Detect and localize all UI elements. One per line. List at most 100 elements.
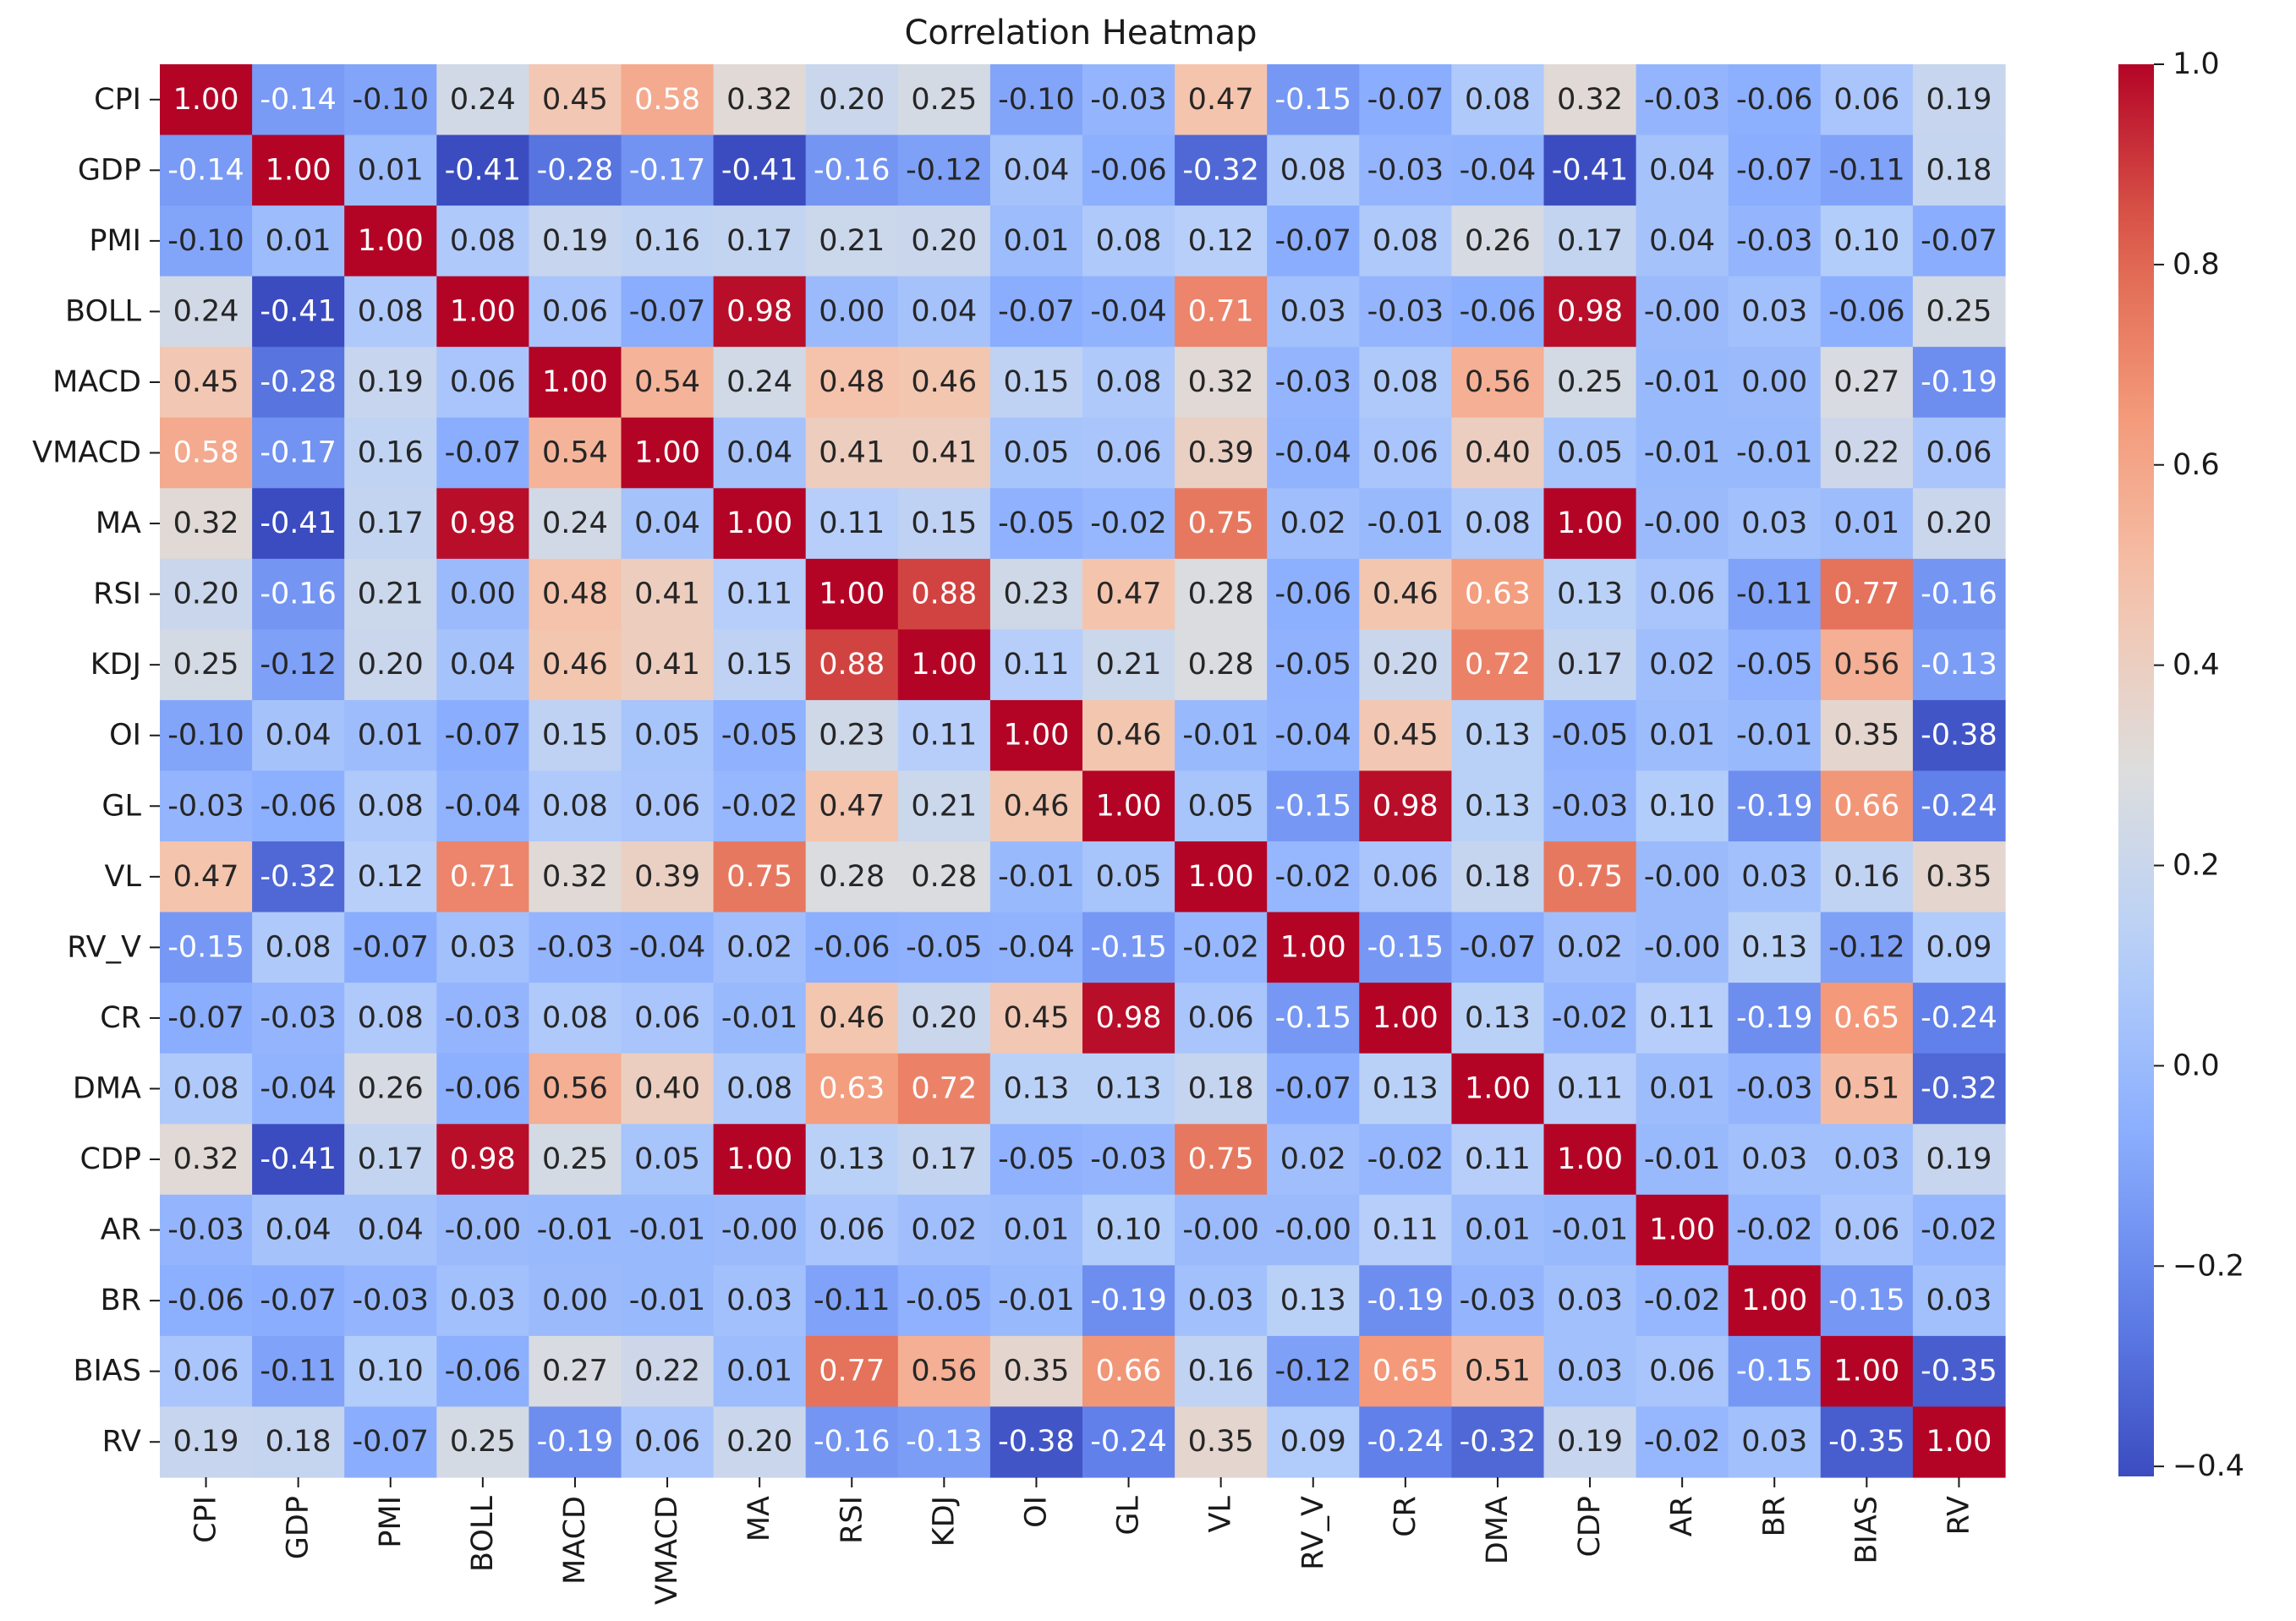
heatmap-cell	[344, 629, 437, 701]
heatmap-cell	[1359, 1194, 1452, 1266]
heatmap-cell	[805, 912, 899, 983]
heatmap-cell	[1728, 1335, 1822, 1408]
heatmap-cell	[344, 770, 437, 842]
heatmap-cell	[1636, 347, 1729, 419]
heatmap-cell	[1451, 1124, 1545, 1196]
cell-annotation: 0.11	[819, 507, 885, 540]
cell-annotation: 0.98	[1557, 294, 1623, 328]
heatmap-cell	[252, 1194, 345, 1266]
heatmap-cell	[252, 912, 345, 983]
cell-annotation: 0.08	[358, 789, 424, 823]
heatmap-cell	[436, 1406, 529, 1478]
cell-annotation: -0.06	[445, 1355, 522, 1388]
cell-annotation: 0.25	[542, 1142, 608, 1176]
x-tick-label: RV_V	[1296, 1496, 1330, 1570]
heatmap-cell	[989, 1124, 1083, 1196]
heatmap-cell	[160, 134, 253, 206]
heatmap-cell	[989, 629, 1083, 701]
cell-annotation: -0.04	[445, 789, 522, 823]
cell-annotation: -0.41	[260, 1142, 337, 1176]
heatmap-cell	[344, 1124, 437, 1196]
cell-annotation: 0.06	[1833, 1213, 1899, 1247]
heatmap-cell	[1636, 1265, 1729, 1337]
cell-annotation: 0.17	[1557, 224, 1623, 258]
x-tick-label: RV	[1942, 1496, 1975, 1535]
cell-annotation: 0.03	[1741, 1425, 1807, 1459]
heatmap-cell	[1912, 983, 2006, 1054]
cell-annotation: -0.01	[1367, 507, 1444, 540]
cell-annotation: -0.07	[629, 294, 706, 328]
cell-annotation: -0.19	[1736, 789, 1813, 823]
cell-annotation: 1.00	[1926, 1425, 1992, 1459]
heatmap-cell	[1359, 347, 1452, 419]
y-tick-label: CDP	[80, 1142, 142, 1176]
heatmap-cell	[344, 1265, 437, 1337]
cell-annotation: 0.10	[1833, 224, 1899, 258]
heatmap-cell	[1267, 629, 1360, 701]
y-tick-label: PMI	[89, 224, 141, 258]
heatmap-cell	[160, 841, 253, 913]
cell-annotation: 0.18	[1465, 860, 1531, 894]
heatmap-cell	[529, 841, 622, 913]
cell-annotation: 0.58	[173, 436, 239, 470]
heatmap-cell	[1175, 276, 1268, 348]
cell-annotation: 0.17	[911, 1142, 977, 1176]
heatmap-cell	[529, 205, 622, 277]
heatmap-cell	[1543, 1194, 1637, 1266]
heatmap-cell	[1820, 841, 1914, 913]
heatmap-cell	[1728, 1124, 1822, 1196]
heatmap-cell	[1175, 841, 1268, 913]
heatmap-cell	[897, 64, 991, 136]
cell-annotation: 0.41	[911, 436, 977, 470]
heatmap-cell	[1912, 629, 2006, 701]
heatmap-cell	[344, 1053, 437, 1125]
heatmap-cell	[897, 417, 991, 489]
cell-annotation: 0.77	[819, 1355, 885, 1388]
colorbar-tick-label: 0.8	[2173, 248, 2220, 282]
cell-annotation: -0.38	[998, 1425, 1075, 1459]
heatmap-cell	[160, 1053, 253, 1125]
heatmap-cell	[1082, 276, 1175, 348]
cell-annotation: -0.03	[1090, 1142, 1167, 1176]
cell-annotation: -0.07	[445, 436, 522, 470]
heatmap-cell	[1175, 699, 1268, 772]
cell-annotation: 1.00	[173, 83, 239, 117]
heatmap-cell	[529, 1265, 622, 1337]
cell-annotation: -0.13	[906, 1425, 983, 1459]
cell-annotation: 0.01	[1465, 1213, 1531, 1247]
cell-annotation: 1.00	[819, 578, 885, 611]
cell-annotation: 0.13	[1280, 1284, 1346, 1317]
cell-annotation: 0.01	[1649, 1071, 1715, 1105]
heatmap-cell	[1912, 347, 2006, 419]
heatmap-cell	[1912, 488, 2006, 560]
heatmap-cell	[1359, 417, 1452, 489]
heatmap-cell	[621, 417, 715, 489]
cell-annotation: -0.16	[260, 578, 337, 611]
y-axis: CPI GDP PMI BOLL MACD VMACD MA RSI KDJ OI GL VL RV_V…	[32, 83, 160, 1459]
cell-annotation: 0.01	[1833, 507, 1899, 540]
cell-annotation: 0.03	[1280, 294, 1346, 328]
heatmap-cell	[805, 1265, 899, 1337]
cell-annotation: -0.06	[1460, 294, 1537, 328]
heatmap-cell	[1543, 205, 1637, 277]
heatmap-cell	[713, 205, 807, 277]
cell-annotation: 0.05	[1096, 860, 1162, 894]
heatmap-cell	[252, 1053, 345, 1125]
cell-annotation: 0.02	[1280, 507, 1346, 540]
heatmap-cell	[252, 64, 345, 136]
cell-annotation: 0.03	[1741, 1142, 1807, 1176]
cell-annotation: -0.03	[1736, 224, 1813, 258]
heatmap-cell	[621, 1053, 715, 1125]
heatmap-cell	[989, 1335, 1083, 1408]
heatmap-cell	[1820, 205, 1914, 277]
heatmap-cell	[1912, 1406, 2006, 1478]
cell-annotation: -0.32	[1921, 1071, 1997, 1105]
heatmap-cell	[160, 912, 253, 983]
cell-annotation: 0.26	[358, 1071, 424, 1105]
cell-annotation: 0.21	[358, 578, 424, 611]
cell-annotation: -0.38	[1921, 719, 1997, 753]
heatmap-cell	[1543, 417, 1637, 489]
cell-annotation: 0.02	[911, 1213, 977, 1247]
cell-annotation: 0.13	[1003, 1071, 1069, 1105]
heatmap-cell	[1543, 347, 1637, 419]
